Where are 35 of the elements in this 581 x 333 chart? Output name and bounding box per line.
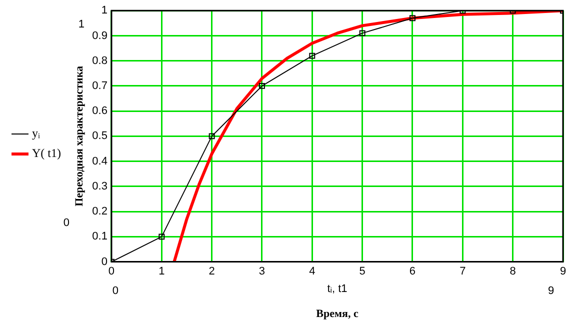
point — [208, 133, 215, 140]
y-tick-label: 0.9 — [92, 30, 108, 42]
text: 9 — [548, 284, 554, 297]
x-tick-label: 3 — [258, 265, 266, 278]
x-tick-label: 5 — [359, 265, 366, 278]
legend-label: yᵢ — [32, 126, 40, 140]
y-tick-label: 0.5 — [92, 130, 108, 142]
text: Время, с — [316, 308, 358, 320]
y-tick-label: 0.7 — [92, 80, 108, 92]
y-tick-label: 0.3 — [92, 180, 108, 192]
y-tick-label: 0.6 — [92, 105, 108, 118]
x-tick-label: 8 — [510, 265, 516, 278]
y-tick-label: 0.2 — [92, 206, 108, 218]
x-tick-label: 1 — [158, 265, 165, 278]
y-tick-label: 1 — [101, 4, 108, 17]
y-tick-label: 0.8 — [92, 54, 108, 67]
x-tick-label: 7 — [460, 265, 466, 278]
y-tick-label: 0.4 — [92, 155, 108, 168]
x-tick-label: 9 — [560, 265, 566, 278]
text: 0 — [63, 216, 70, 229]
text: 0 — [112, 284, 119, 297]
y-tick-label: 0 — [101, 256, 108, 268]
point — [410, 15, 416, 22]
text: 1 — [78, 18, 85, 31]
point — [259, 82, 265, 89]
y-tick-label: 0.1 — [92, 230, 108, 243]
y-axis-title: Переходная характеристика — [73, 65, 86, 206]
x-tick-label: 6 — [409, 265, 416, 278]
x-tick-label: 4 — [309, 265, 316, 278]
legend-label: Y( t1) — [32, 146, 61, 160]
x-tick-label: 2 — [208, 265, 215, 278]
point — [158, 234, 165, 240]
point — [309, 52, 316, 59]
x-axis-title: tᵢ, t1 — [327, 282, 348, 295]
point — [359, 30, 366, 36]
